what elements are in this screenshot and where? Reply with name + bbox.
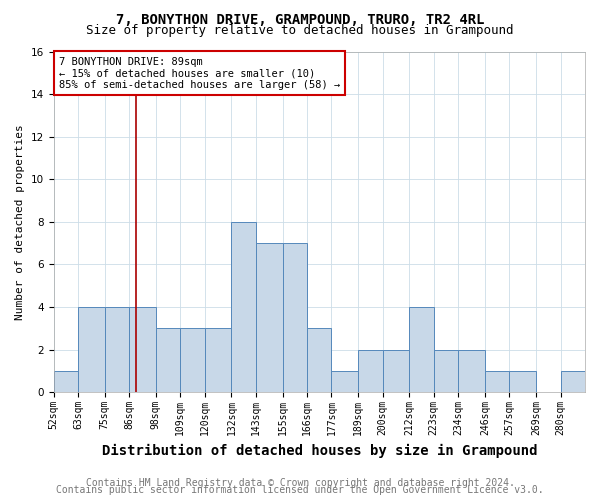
Bar (205, 328, 232, 392)
Text: 7, BONYTHON DRIVE, GRAMPOUND, TRURO, TR2 4RL: 7, BONYTHON DRIVE, GRAMPOUND, TRURO, TR2… (116, 12, 484, 26)
Bar (104, 307, 129, 392)
Text: Contains public sector information licensed under the Open Government Licence v3: Contains public sector information licen… (56, 485, 544, 495)
Bar (560, 371, 585, 392)
Bar (156, 328, 180, 392)
Bar (78, 307, 104, 392)
Text: 7 BONYTHON DRIVE: 89sqm
← 15% of detached houses are smaller (10)
85% of semi-de: 7 BONYTHON DRIVE: 89sqm ← 15% of detache… (59, 56, 340, 90)
Bar (180, 328, 205, 392)
Bar (331, 371, 358, 392)
Bar (283, 243, 307, 392)
Y-axis label: Number of detached properties: Number of detached properties (15, 124, 25, 320)
Bar (256, 243, 283, 392)
Text: Size of property relative to detached houses in Grampound: Size of property relative to detached ho… (86, 24, 514, 37)
Bar (307, 328, 331, 392)
X-axis label: Distribution of detached houses by size in Grampound: Distribution of detached houses by size … (101, 444, 537, 458)
Bar (458, 350, 485, 392)
Bar (53, 371, 78, 392)
Bar (383, 350, 409, 392)
Bar (434, 350, 458, 392)
Bar (358, 350, 383, 392)
Bar (409, 307, 434, 392)
Bar (129, 307, 156, 392)
Bar (232, 222, 256, 392)
Bar (509, 371, 536, 392)
Text: Contains HM Land Registry data © Crown copyright and database right 2024.: Contains HM Land Registry data © Crown c… (86, 478, 514, 488)
Bar (485, 371, 509, 392)
